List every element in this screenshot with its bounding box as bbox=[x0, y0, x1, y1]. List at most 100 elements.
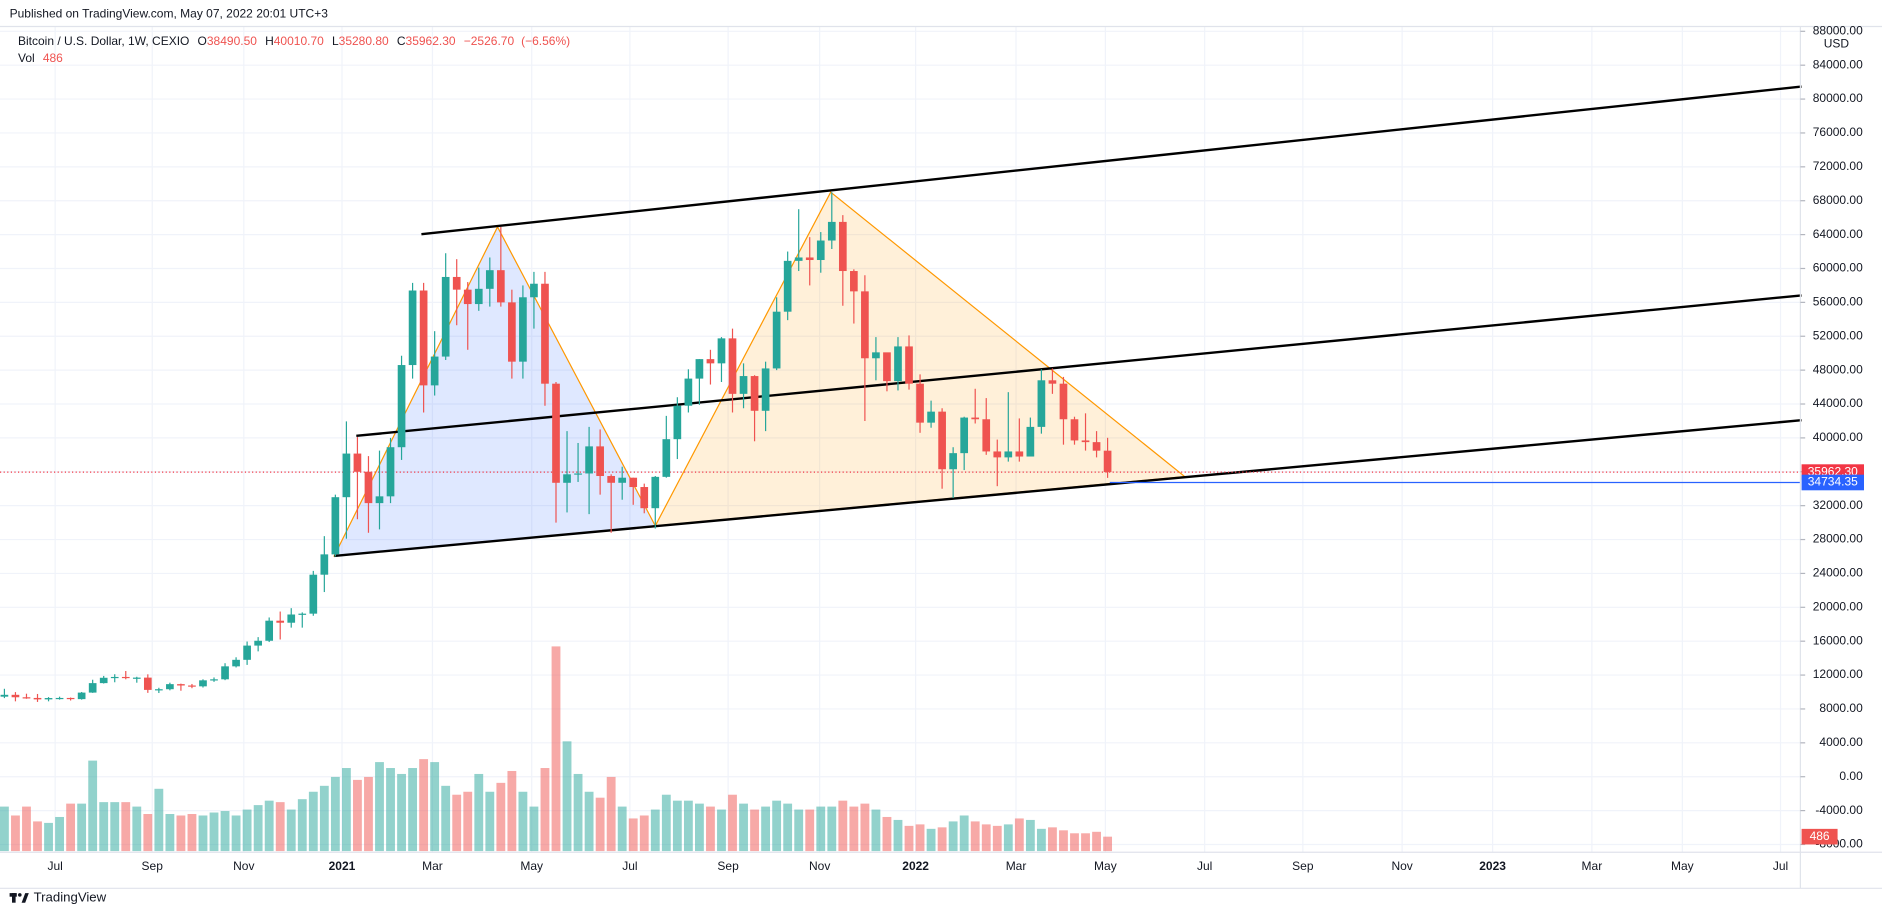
y-tick-label: 12000.00 bbox=[1813, 667, 1863, 681]
volume-bar bbox=[650, 809, 660, 852]
y-tick-label: -4000.00 bbox=[1815, 803, 1863, 817]
candle-body bbox=[706, 359, 715, 364]
volume-bar bbox=[132, 806, 142, 852]
volume-bar bbox=[617, 806, 627, 852]
candle-body bbox=[596, 446, 604, 477]
candle-body bbox=[872, 352, 880, 359]
candle-body bbox=[563, 474, 571, 483]
candle-body bbox=[607, 476, 616, 483]
legend: Bitcoin / U.S. Dollar, 1W, CEXIO O38490.… bbox=[18, 34, 570, 48]
candle-body bbox=[342, 453, 351, 498]
y-tick-label: 52000.00 bbox=[1813, 328, 1863, 342]
candle-body bbox=[386, 447, 395, 497]
volume-bar bbox=[783, 803, 793, 852]
volume-bar bbox=[992, 825, 1002, 852]
volume-bar bbox=[297, 799, 307, 852]
candle-body bbox=[640, 487, 649, 509]
y-tick-label: 0.00 bbox=[1839, 769, 1863, 783]
candle-body bbox=[861, 291, 869, 359]
y-tick-label: 76000.00 bbox=[1813, 125, 1863, 139]
volume-bar bbox=[739, 803, 748, 852]
brand: TradingView bbox=[34, 889, 107, 904]
volume-bar bbox=[871, 809, 881, 852]
volume-bar bbox=[695, 803, 704, 852]
volume-bar bbox=[948, 821, 958, 852]
volume-bar bbox=[209, 812, 219, 852]
published-note: Published on TradingView.com, May 07, 20… bbox=[10, 7, 329, 21]
volume-bar bbox=[0, 806, 9, 852]
candle-body bbox=[298, 613, 307, 615]
y-tick-label: 28000.00 bbox=[1813, 532, 1863, 546]
change-pct: (−6.56%) bbox=[521, 34, 570, 48]
volume-bar bbox=[584, 791, 594, 852]
candle-body bbox=[1081, 440, 1090, 443]
volume-bar bbox=[231, 815, 241, 852]
candle-body bbox=[1004, 451, 1013, 458]
x-tick-label: Jul bbox=[622, 859, 637, 873]
volume-bar bbox=[1070, 833, 1079, 852]
volume-bar bbox=[11, 815, 20, 852]
candle-body bbox=[143, 677, 152, 690]
volume-bar bbox=[430, 762, 440, 852]
candle-body bbox=[673, 405, 682, 440]
x-tick-label: Jul bbox=[47, 859, 62, 873]
candle-body bbox=[695, 359, 704, 379]
volume-bar bbox=[540, 768, 550, 852]
candle-body bbox=[905, 346, 913, 384]
x-tick-label: Sep bbox=[717, 859, 739, 873]
volume-bar bbox=[99, 802, 109, 852]
volume-bar bbox=[187, 814, 197, 852]
candle-body bbox=[750, 376, 759, 411]
candle-body bbox=[927, 411, 935, 423]
volume-bar bbox=[1003, 824, 1013, 852]
y-tick-label: 84000.00 bbox=[1813, 57, 1863, 71]
volume-bar bbox=[319, 785, 329, 852]
x-tick-label: Nov bbox=[1391, 859, 1412, 873]
trend-line bbox=[334, 418, 1802, 558]
volume-bar bbox=[595, 797, 605, 852]
volume-bar bbox=[794, 809, 804, 852]
candle-body bbox=[408, 290, 417, 366]
x-tick-label: Sep bbox=[142, 859, 164, 873]
candle-body bbox=[121, 676, 130, 679]
candle-body bbox=[894, 346, 902, 382]
candle-body bbox=[99, 677, 108, 684]
candle-body bbox=[827, 221, 836, 241]
candle-body bbox=[474, 288, 483, 305]
volume-bar bbox=[264, 800, 274, 852]
volume-bar bbox=[706, 806, 715, 852]
candle-body bbox=[552, 383, 560, 483]
volume-bar bbox=[66, 803, 76, 852]
candle-body bbox=[982, 419, 991, 452]
volume-label: 486 bbox=[1810, 829, 1830, 843]
volume-bar bbox=[341, 768, 351, 852]
volume-bar bbox=[88, 760, 98, 852]
ohlc-value: 40010.70 bbox=[274, 34, 324, 48]
volume-bar bbox=[882, 816, 892, 852]
volume-bar bbox=[220, 811, 230, 852]
y-tick-label: 16000.00 bbox=[1813, 633, 1863, 647]
volume-bar bbox=[849, 806, 859, 852]
volume-bar bbox=[408, 768, 418, 852]
candle-body bbox=[221, 666, 229, 680]
volume-bar bbox=[639, 815, 649, 852]
volume-bar bbox=[419, 759, 429, 852]
candle-body bbox=[243, 645, 251, 660]
grid bbox=[0, 26, 1801, 853]
volume-bar bbox=[143, 814, 153, 852]
volume-title: Vol bbox=[18, 51, 35, 65]
volume-bar bbox=[937, 827, 947, 852]
candle-body bbox=[949, 453, 957, 470]
logo-part bbox=[12, 893, 16, 903]
candle-body bbox=[88, 683, 97, 693]
x-tick-label: Sep bbox=[1292, 859, 1314, 873]
volume-bar bbox=[275, 802, 285, 852]
volume-bar bbox=[683, 800, 693, 852]
candle-body bbox=[938, 411, 946, 470]
volume-bar bbox=[838, 800, 848, 852]
volume-bar bbox=[452, 794, 462, 852]
candle-body bbox=[651, 476, 660, 509]
y-tick-label: 4000.00 bbox=[1819, 735, 1863, 749]
volume-bar bbox=[308, 791, 318, 852]
